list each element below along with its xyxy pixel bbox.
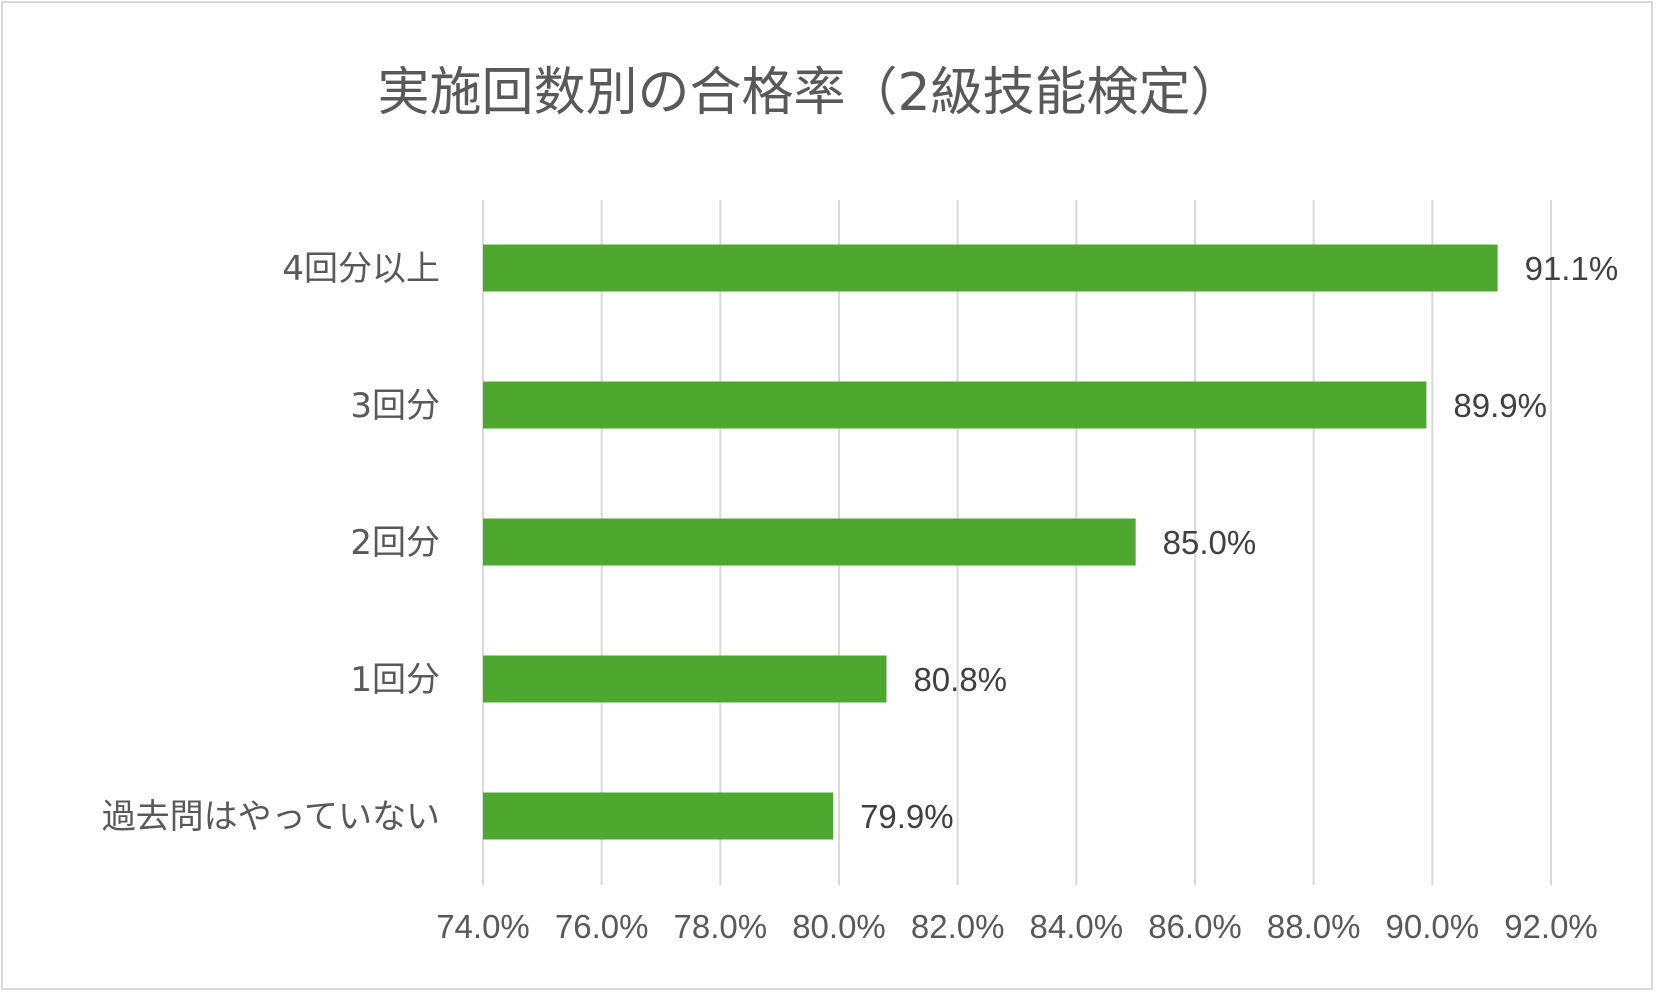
x-tick-label: 86.0% [1148, 908, 1242, 945]
x-tick-label: 84.0% [1030, 908, 1124, 945]
category-label: 1回分 [350, 660, 440, 700]
category-label: 3回分 [350, 386, 440, 426]
data-label: 89.9% [1453, 387, 1547, 424]
x-tick-label: 76.0% [555, 908, 649, 945]
x-tick-label: 78.0% [674, 908, 768, 945]
category-label: 2回分 [350, 523, 440, 563]
gridlines [482, 200, 1552, 885]
bar [483, 655, 887, 703]
x-tick-label: 90.0% [1386, 908, 1480, 945]
data-label: 85.0% [1163, 524, 1257, 561]
data-labels: 91.1% 89.9% 85.0% 80.8% 79.9% [860, 250, 1618, 835]
x-tick-label: 92.0% [1504, 908, 1598, 945]
x-tick-label: 82.0% [911, 908, 1005, 945]
category-label: 4回分以上 [282, 249, 440, 289]
bar [483, 792, 834, 840]
bar [483, 381, 1427, 429]
chart-title: 実施回数別の合格率（2級技能検定） [377, 63, 1242, 123]
x-tick-label: 88.0% [1267, 908, 1361, 945]
x-axis-tick-labels: 74.0% 76.0% 78.0% 80.0% 82.0% 84.0% 86.0% 88.0%… [436, 908, 1598, 945]
data-label: 91.1% [1525, 250, 1619, 287]
data-label: 80.8% [913, 661, 1007, 698]
bar [483, 518, 1136, 566]
data-label: 79.9% [860, 798, 954, 835]
bars [483, 244, 1498, 840]
x-tick-label: 80.0% [792, 908, 886, 945]
bar [483, 244, 1498, 292]
category-label: 過去問はやっていない [102, 797, 440, 837]
x-tick-label: 74.0% [436, 908, 530, 945]
